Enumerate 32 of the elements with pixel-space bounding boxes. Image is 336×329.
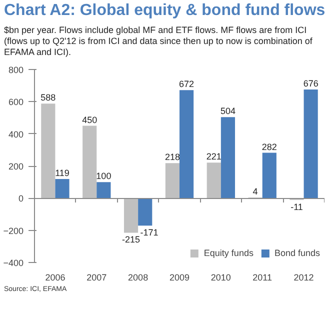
data-label: 119 bbox=[55, 168, 70, 178]
y-tick-label: 600 bbox=[8, 96, 24, 107]
data-label: 221 bbox=[206, 151, 222, 162]
data-label: 100 bbox=[96, 170, 112, 181]
data-label: 282 bbox=[262, 141, 277, 152]
y-tick-label: 400 bbox=[8, 128, 24, 139]
data-label: -215 bbox=[122, 234, 140, 244]
data-label: 4 bbox=[252, 186, 258, 196]
y-tick-label: −200 bbox=[3, 225, 24, 236]
data-label: 450 bbox=[82, 114, 98, 124]
x-tick-label: 2009 bbox=[169, 272, 190, 282]
x-tick-label: 2011 bbox=[252, 272, 272, 282]
y-tick-label: −400 bbox=[3, 258, 24, 268]
data-label: 588 bbox=[40, 92, 56, 102]
x-tick-label: 2012 bbox=[294, 272, 314, 282]
data-label: 676 bbox=[303, 78, 318, 88]
y-tick-label: 200 bbox=[8, 161, 24, 172]
legend-label: Bond funds bbox=[274, 248, 320, 258]
data-label: -11 bbox=[290, 202, 303, 212]
x-tick-label: 2010 bbox=[210, 272, 231, 282]
y-tick-label: 800 bbox=[8, 64, 24, 75]
legend-label: Equity funds bbox=[204, 248, 254, 258]
data-label: 672 bbox=[179, 78, 194, 89]
x-tick-label: 2008 bbox=[128, 272, 148, 282]
chart-subtitle: $bn per year. Flows include global MF and ETF flows. MF flows are from ICI (flows up to Q2'12 is from ICI and data since then up to now is combination of EFAMA and ICI). bbox=[4, 24, 314, 59]
data-label: -171 bbox=[140, 227, 158, 238]
data-label: 218 bbox=[164, 152, 180, 162]
x-tick-label: 2007 bbox=[86, 272, 107, 282]
y-tick-label: 0 bbox=[18, 193, 24, 204]
x-tick-label: 2006 bbox=[45, 272, 66, 282]
data-label: 504 bbox=[220, 106, 236, 116]
chart-title: Chart A2: Global equity & bond fund flows bbox=[4, 1, 326, 21]
